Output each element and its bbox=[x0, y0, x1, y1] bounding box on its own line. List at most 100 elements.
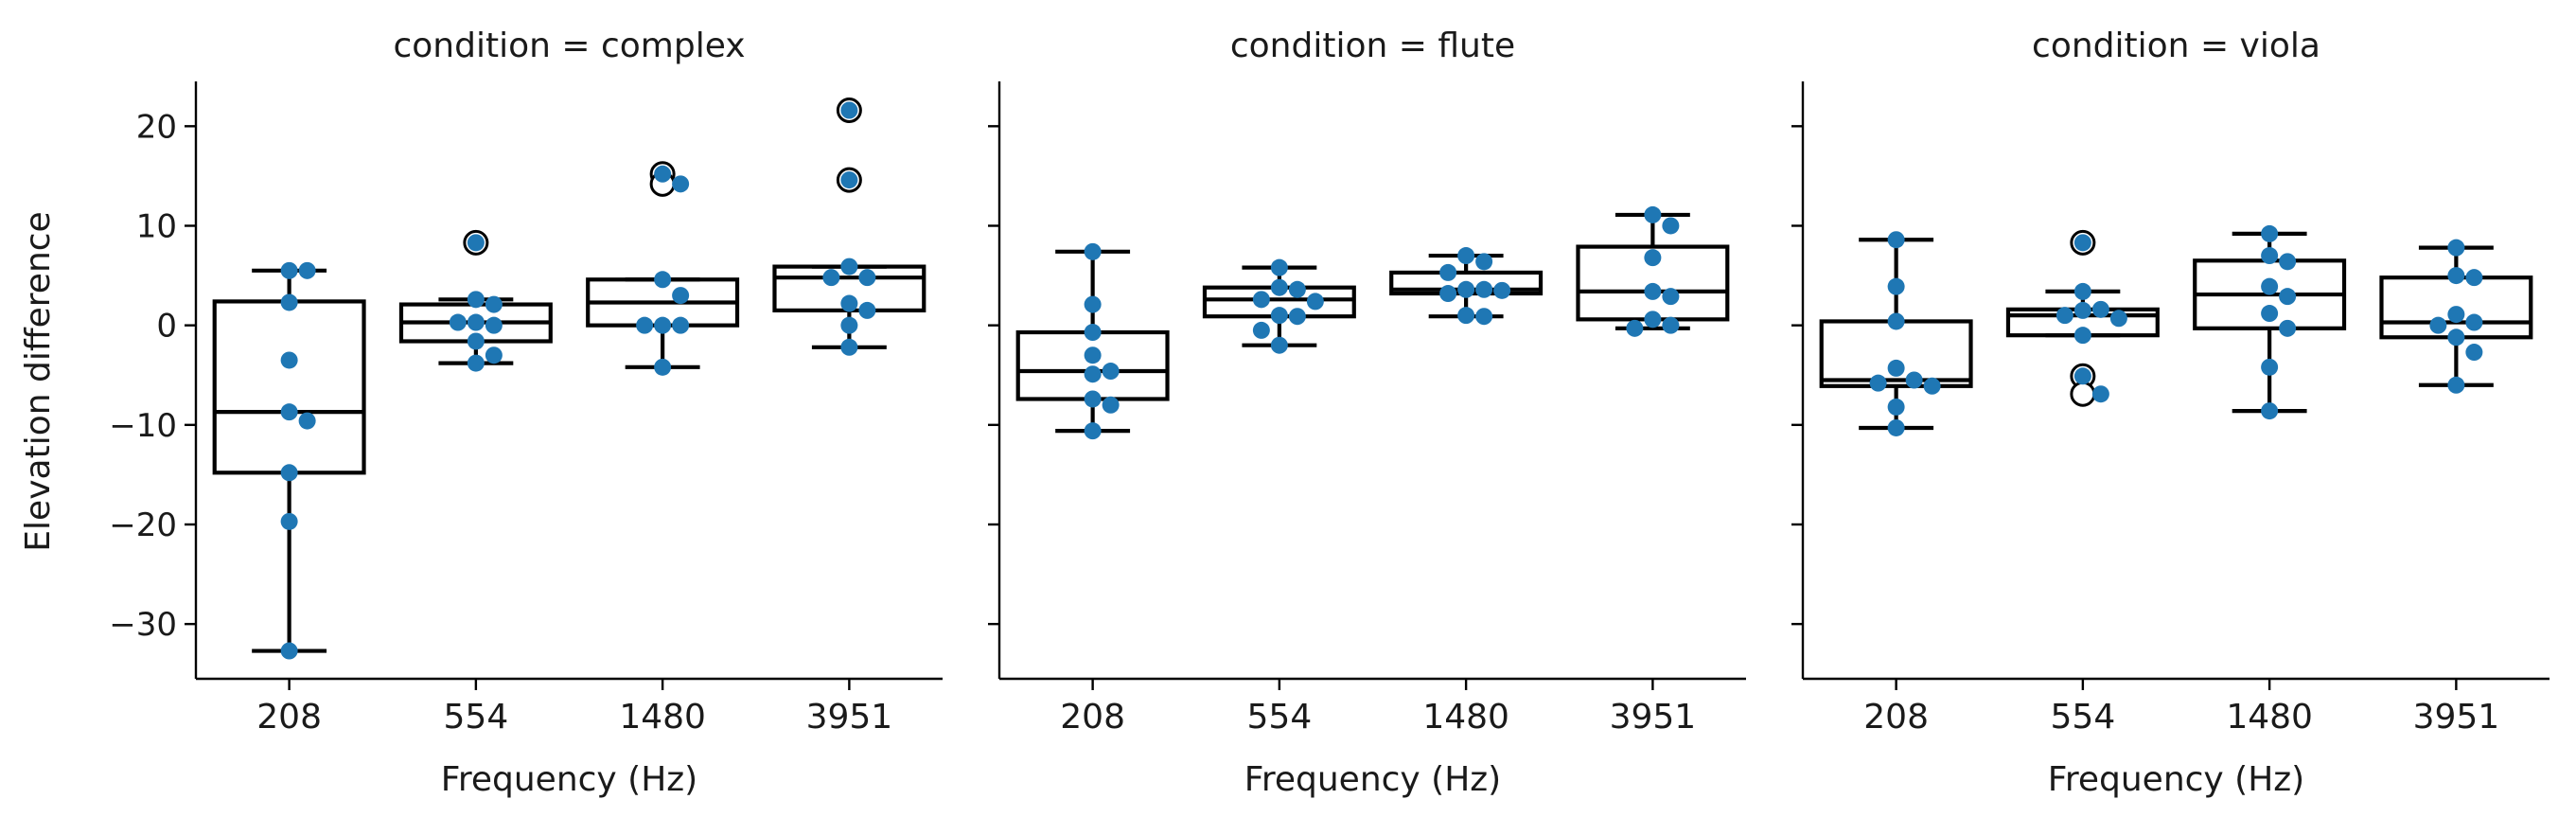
outlier-marker bbox=[2070, 381, 2096, 407]
x-tick-label: 3951 bbox=[806, 698, 893, 737]
data-point bbox=[485, 346, 503, 364]
data-point bbox=[1270, 278, 1288, 296]
data-point bbox=[280, 403, 298, 421]
y-tick-label: 10 bbox=[136, 207, 177, 245]
x-axis-label: Frequency (Hz) bbox=[441, 760, 697, 799]
x-tick-label: 554 bbox=[1247, 698, 1313, 737]
facet-panel: condition = viola 208 554 1480 3951 Frequency… bbox=[1791, 27, 2550, 799]
x-axis-label: Frequency (Hz) bbox=[1244, 760, 1501, 799]
data-point bbox=[654, 358, 672, 376]
data-point bbox=[467, 332, 485, 350]
data-point bbox=[2279, 319, 2297, 337]
data-point bbox=[485, 295, 503, 313]
data-point bbox=[1475, 308, 1493, 326]
x-tick-label: 1480 bbox=[619, 698, 706, 737]
data-point bbox=[1457, 247, 1475, 265]
data-point bbox=[654, 165, 672, 183]
y-tick-label: 20 bbox=[136, 108, 177, 146]
data-point bbox=[1662, 316, 1680, 334]
data-point bbox=[858, 269, 876, 287]
x-tick-label: 208 bbox=[1863, 698, 1929, 737]
data-point bbox=[1887, 398, 1905, 416]
data-point bbox=[1887, 359, 1905, 377]
data-point bbox=[1887, 277, 1905, 295]
y-tick-label: 0 bbox=[156, 308, 177, 346]
y-tick-label: −20 bbox=[109, 506, 177, 544]
data-point bbox=[2261, 247, 2279, 265]
data-point bbox=[2465, 313, 2483, 331]
data-point bbox=[2465, 269, 2483, 287]
data-point bbox=[2429, 316, 2447, 334]
data-point bbox=[1084, 324, 1102, 342]
data-point bbox=[280, 464, 298, 482]
data-point bbox=[280, 293, 298, 311]
data-point bbox=[1439, 285, 1457, 303]
data-point bbox=[672, 175, 690, 193]
data-point bbox=[1905, 371, 1923, 389]
data-point bbox=[840, 258, 858, 275]
data-point bbox=[1887, 418, 1905, 436]
data-point bbox=[467, 234, 485, 252]
data-point bbox=[2073, 282, 2091, 300]
data-point bbox=[1288, 280, 1306, 298]
data-point bbox=[467, 354, 485, 372]
x-tick-label: 554 bbox=[444, 698, 509, 737]
data-point bbox=[1084, 295, 1102, 313]
data-point bbox=[1102, 363, 1120, 381]
data-point bbox=[2073, 301, 2091, 319]
facet-panels: condition = complex −30 −20 −10 0 10 20 208 554 1… bbox=[109, 27, 2550, 799]
data-point bbox=[1288, 308, 1306, 326]
data-point bbox=[636, 316, 654, 334]
data-point bbox=[2279, 253, 2297, 271]
x-tick-label: 1480 bbox=[2226, 698, 2313, 737]
data-point bbox=[2261, 224, 2279, 242]
box-208 bbox=[212, 268, 366, 653]
data-point bbox=[1252, 291, 1270, 309]
data-point bbox=[654, 316, 672, 334]
data-point bbox=[2056, 307, 2073, 325]
data-point bbox=[840, 171, 858, 189]
facet-title: condition = flute bbox=[1230, 27, 1515, 65]
data-point bbox=[2465, 344, 2483, 362]
data-point bbox=[2447, 329, 2465, 346]
data-point bbox=[2073, 234, 2091, 252]
data-point bbox=[280, 351, 298, 369]
data-point bbox=[2073, 327, 2091, 345]
x-tick-label: 208 bbox=[256, 698, 322, 737]
box-1480 bbox=[586, 161, 740, 369]
data-point bbox=[1252, 321, 1270, 339]
data-point bbox=[1457, 280, 1475, 298]
data-point bbox=[672, 287, 690, 305]
data-point bbox=[840, 294, 858, 312]
data-point bbox=[2091, 385, 2109, 403]
data-point bbox=[654, 271, 672, 289]
data-point bbox=[822, 269, 840, 287]
data-point bbox=[280, 512, 298, 530]
data-point bbox=[1923, 377, 1941, 395]
data-point bbox=[1475, 280, 1493, 298]
data-point bbox=[1662, 217, 1680, 235]
data-point bbox=[2447, 376, 2465, 394]
x-tick-label: 554 bbox=[2051, 698, 2116, 737]
data-point bbox=[1084, 346, 1102, 364]
data-point bbox=[1457, 307, 1475, 325]
data-point bbox=[1869, 374, 1887, 392]
data-point bbox=[1084, 365, 1102, 383]
data-point bbox=[2261, 277, 2279, 295]
facet-title: condition = complex bbox=[393, 27, 745, 65]
data-point bbox=[840, 338, 858, 356]
data-point bbox=[2109, 310, 2127, 328]
data-point bbox=[2447, 239, 2465, 257]
data-point bbox=[1662, 288, 1680, 306]
data-point bbox=[2447, 306, 2465, 324]
x-tick-label: 3951 bbox=[1610, 698, 1697, 737]
data-point bbox=[672, 316, 690, 334]
data-point bbox=[280, 642, 298, 660]
data-point bbox=[1270, 258, 1288, 276]
data-point bbox=[1644, 311, 1662, 329]
data-point bbox=[1644, 249, 1662, 267]
data-point bbox=[2261, 358, 2279, 376]
data-point bbox=[1887, 312, 1905, 330]
data-point bbox=[840, 101, 858, 119]
